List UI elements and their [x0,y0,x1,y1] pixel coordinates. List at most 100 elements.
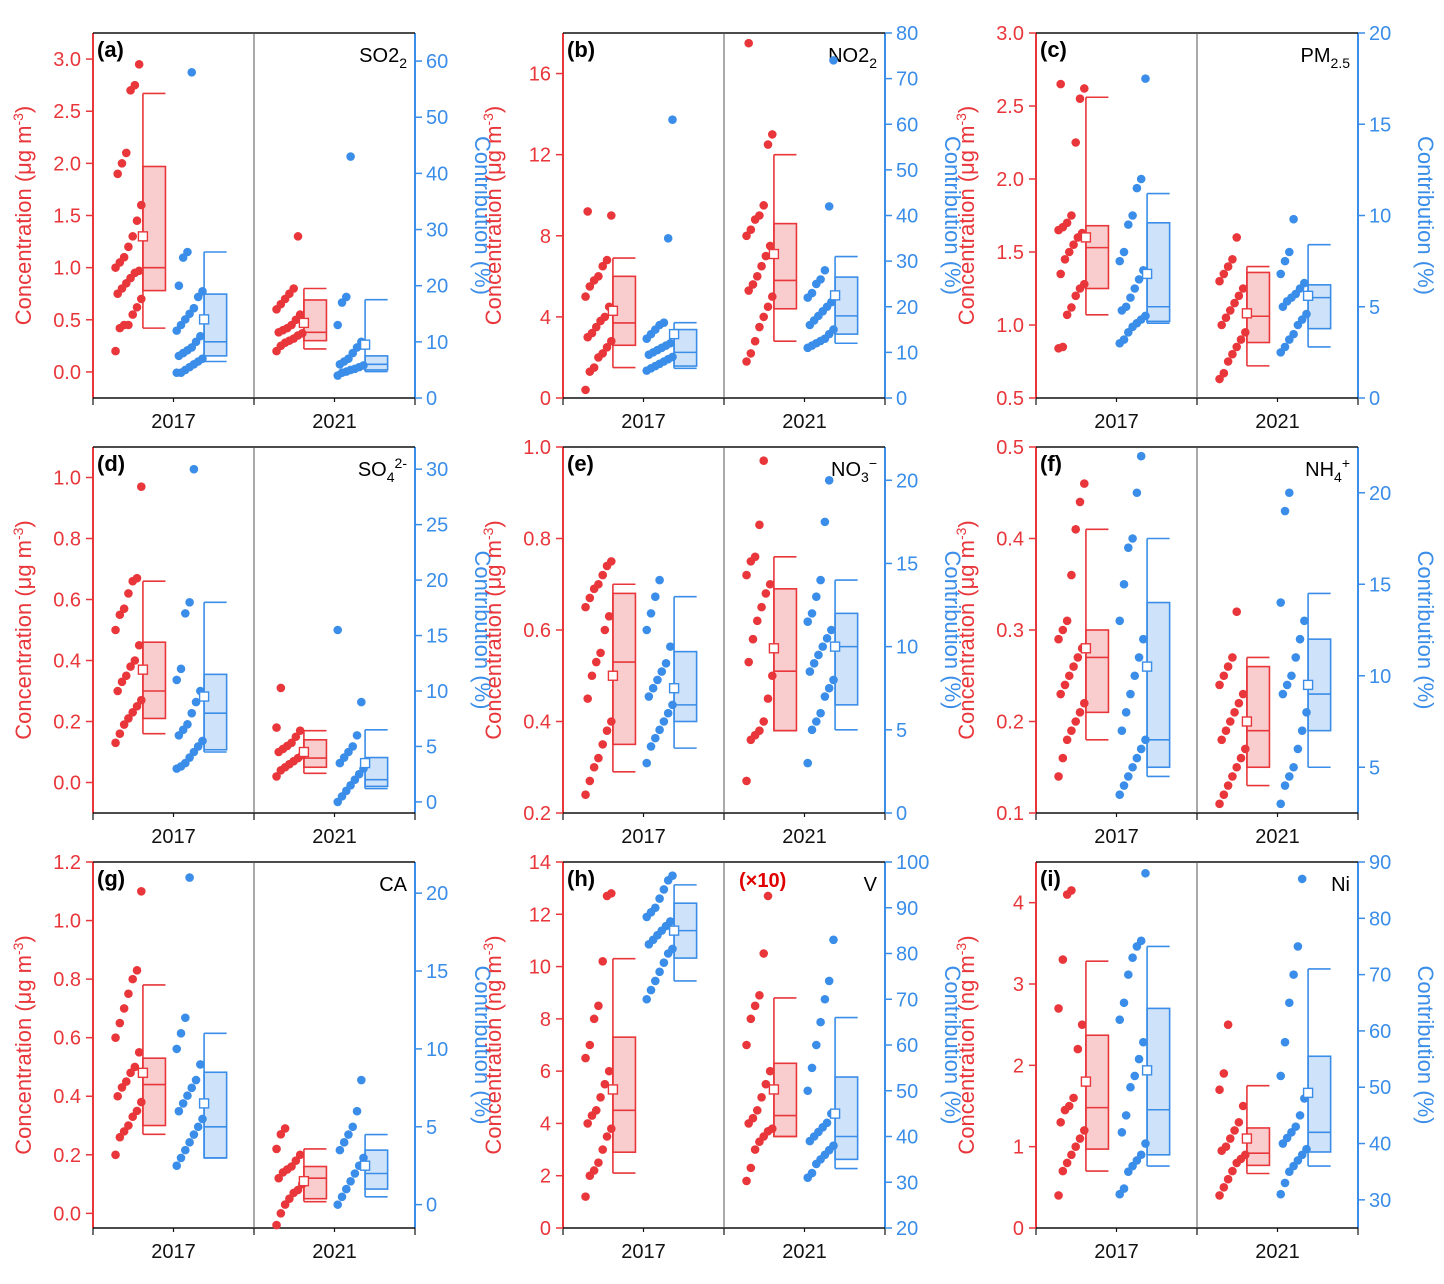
right-axis-label: Contribution (%) [470,966,495,1125]
data-point [1056,1117,1065,1127]
species-base: NO [831,459,861,481]
right-y-tick-label: 15 [896,553,918,575]
right-y-tick-label: 20 [426,883,448,905]
data-point [1069,1093,1078,1103]
data-point [1071,717,1081,726]
data-point [176,1029,186,1038]
data-point [1282,680,1292,690]
data-point [1121,1111,1131,1120]
box-mean-marker [768,643,780,654]
left-axis-label: Concentration (μg m-3) [953,106,979,326]
data-point [128,974,138,984]
data-point [357,697,366,707]
data-point [655,894,664,903]
data-point [287,738,296,748]
x-tick-label: 2021 [782,411,827,433]
data-point [663,234,673,243]
species-name: NO3− [831,455,877,485]
left-axis-label: Concentration (ng m-3) [953,935,979,1154]
data-point [829,935,838,945]
left-y-tick-label: 0.4 [996,529,1024,551]
right-y-tick-label: 60 [896,1035,918,1057]
data-point [761,251,771,261]
left-y-tick-label: 0 [540,388,551,410]
box-iqr [773,222,798,310]
data-point [291,732,301,742]
data-point [581,1192,590,1201]
right-y-tick-label: 60 [896,114,918,136]
data-point [1058,625,1068,635]
right-axis-label: Contribution (%) [1413,136,1438,295]
data-point [1215,680,1224,690]
panel-letter: (d) [97,451,125,476]
data-point [655,575,664,585]
data-point [812,1040,821,1050]
left-axis-label: Concentration (μg m-3) [953,520,979,740]
left-y-tick-label: 3 [1013,974,1024,996]
left-y-tick-label: 0.6 [53,1028,81,1050]
left-y-tick-label: 8 [540,1009,551,1031]
box-mean-marker [1080,1076,1092,1087]
data-point [748,634,758,644]
data-point [816,275,825,284]
box-mean-marker [1141,1065,1153,1076]
data-point [276,1209,286,1218]
data-point [1141,868,1150,878]
data-point [1136,744,1146,754]
data-point [755,991,764,1000]
data-point [1228,254,1237,264]
data-point [591,1106,601,1115]
data-point [1280,256,1290,266]
data-point [816,708,825,718]
data-point [1136,451,1146,461]
data-point [666,338,675,348]
box-mean-marker [1080,232,1092,243]
data-point [752,616,762,626]
data-point [348,742,358,751]
data-point [659,958,669,967]
right-y-tick-label: 80 [896,23,918,45]
data-point [124,1121,133,1130]
left-y-tick-label: 2.5 [996,96,1024,118]
data-point [295,726,305,735]
data-point [119,604,129,613]
right-y-tick-label: 70 [896,989,918,1011]
data-point [750,552,760,562]
box-iqr [834,276,859,335]
data-point [598,1145,608,1154]
left-y-tick-label: 10 [529,957,551,979]
data-point [1230,1126,1239,1135]
data-point [746,1163,756,1173]
left-y-tick-label: 16 [529,64,551,86]
left-y-tick-label: 0.4 [53,651,81,673]
data-point [1223,1020,1233,1029]
data-point [805,667,815,676]
right-axis-label: Contribution (%) [940,551,965,710]
data-point [295,310,305,319]
left-y-tick-label: 0.5 [996,388,1024,410]
panel-letter: (a) [97,37,124,62]
unit-superscript: -3 [953,943,969,956]
data-point [583,207,592,216]
data-point [187,68,197,77]
unit-superscript: -3 [10,942,26,955]
data-point [137,294,146,304]
data-point [289,284,299,293]
data-point [820,265,830,275]
data-point [344,1130,353,1139]
right-y-tick-label: 0 [426,1195,437,1217]
panel-letter: (i) [1040,866,1061,891]
data-point [185,1138,194,1147]
data-point [293,232,303,241]
data-point [761,589,771,598]
data-point [1219,671,1229,681]
data-point [1071,291,1081,301]
data-point [121,671,131,681]
data-point [661,658,671,668]
species-name: CA [379,874,407,896]
right-axis-label: Contribution (%) [1413,966,1438,1125]
data-point [820,994,830,1004]
data-point [765,1066,775,1076]
data-point [113,686,122,696]
x-tick-label: 2021 [782,1241,827,1263]
